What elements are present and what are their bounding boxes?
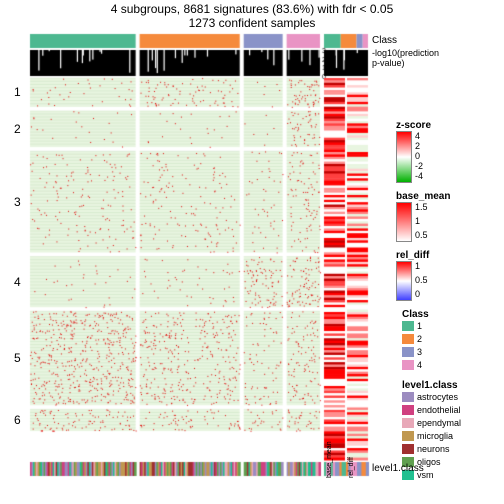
legend-label: microglia xyxy=(417,431,453,441)
legend-area: z-score420-2-4base_mean1.510.5rel_diff10… xyxy=(396,120,500,490)
legend-item: 1 xyxy=(402,320,461,333)
legend-label: 3 xyxy=(417,347,422,357)
legend-label: astrocytes xyxy=(417,392,458,402)
legend-title: z-score xyxy=(396,120,442,131)
legend-label: endothelial xyxy=(417,405,461,415)
legend-swatch xyxy=(402,405,414,415)
legend-tick: 0 xyxy=(415,289,428,299)
legend-swatch xyxy=(402,360,414,370)
legend-title: level1.class xyxy=(402,380,461,391)
legend-swatch xyxy=(402,334,414,344)
legend-swatch xyxy=(402,431,414,441)
legend-tick: 2 xyxy=(415,141,423,151)
legend-swatch xyxy=(402,347,414,357)
legend-item: astrocytes xyxy=(402,391,461,404)
anno-label-bottom: level1.class xyxy=(372,463,424,474)
legend-item: 3 xyxy=(402,346,461,359)
legend-item: ependymal xyxy=(402,417,461,430)
legend-gradient xyxy=(396,131,412,183)
row-group-label: 6 xyxy=(14,413,21,427)
legend-label: ependymal xyxy=(417,418,461,428)
legend-label: 1 xyxy=(417,321,422,331)
row-group-label: 3 xyxy=(14,195,21,209)
legend-label: neurons xyxy=(417,444,450,454)
right-anno-col-label: rel_diff xyxy=(348,457,355,478)
row-group-label: 4 xyxy=(14,275,21,289)
legend-title: Class xyxy=(402,309,461,320)
legend-gradient xyxy=(396,261,412,301)
legend-Class: Class1 2 3 4 xyxy=(402,309,461,372)
legend-gradient xyxy=(396,202,412,242)
legend-item: endothelial xyxy=(402,404,461,417)
legend-tick: -4 xyxy=(415,171,423,181)
legend-z-score: z-score420-2-4 xyxy=(396,120,442,183)
legend-label: 4 xyxy=(417,360,422,370)
legend-tick: 1.5 xyxy=(415,202,428,212)
legend-swatch xyxy=(402,392,414,402)
legend-item: neurons xyxy=(402,443,461,456)
legend-title: rel_diff xyxy=(396,250,442,261)
legend-title: base_mean xyxy=(396,191,442,202)
legend-tick: 0.5 xyxy=(415,275,428,285)
legend-item: microglia xyxy=(402,430,461,443)
legend-rel_diff: rel_diff1 0.5 0 xyxy=(396,250,442,301)
legend-label: 2 xyxy=(417,334,422,344)
legend-swatch xyxy=(402,418,414,428)
row-group-label: 1 xyxy=(14,85,21,99)
legend-tick: 1 xyxy=(415,216,428,226)
legend-tick: 4 xyxy=(415,131,423,141)
legend-tick: 0 xyxy=(415,151,423,161)
legend-item: 2 xyxy=(402,333,461,346)
legend-tick: -2 xyxy=(415,161,423,171)
legend-item: 4 xyxy=(402,359,461,372)
legend-tick: 0.5 xyxy=(415,230,428,240)
anno-label-class: Class xyxy=(372,35,397,46)
row-group-label: 2 xyxy=(14,122,21,136)
legend-base_mean: base_mean1.5 1 0.5 xyxy=(396,191,442,242)
legend-swatch xyxy=(402,321,414,331)
right-anno-col-label: base_mean xyxy=(326,441,333,478)
row-group-label: 5 xyxy=(14,351,21,365)
legend-swatch xyxy=(402,444,414,454)
legend-tick: 1 xyxy=(415,261,428,271)
anno-label-pval: -log10(prediction p-value) xyxy=(372,48,439,68)
